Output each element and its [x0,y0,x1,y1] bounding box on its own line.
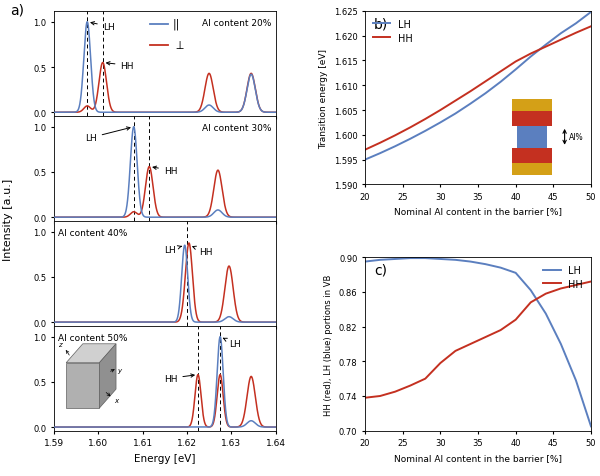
Text: b): b) [374,17,388,31]
HH [467,341,474,347]
Text: HH: HH [153,166,178,175]
LH [587,424,595,429]
LH [512,270,519,276]
LH [376,258,383,263]
HH [407,383,414,388]
Text: LH: LH [85,128,130,143]
Text: ||: || [173,19,180,30]
HH [527,300,535,306]
HH [361,395,368,401]
HH [376,140,383,146]
X-axis label: Nominal Al content in the barrier [%]: Nominal Al content in the barrier [%] [394,207,562,216]
Text: Al content 40%: Al content 40% [58,228,128,238]
LH [587,10,595,16]
X-axis label: Nominal Al content in the barrier [%]: Nominal Al content in the barrier [%] [394,453,562,462]
LH [437,257,444,262]
Text: c): c) [374,263,387,277]
HH [512,317,519,323]
LH [497,80,504,86]
HH [437,108,444,114]
HH [557,286,565,292]
LH [392,144,399,150]
LH [407,256,414,261]
LH [467,259,474,265]
LH [572,21,580,27]
LH [452,258,459,263]
HH [482,335,489,340]
Line: LH: LH [365,258,591,426]
HH [452,99,459,104]
HH [557,38,565,43]
Line: LH: LH [365,13,591,160]
Text: HH: HH [193,247,213,257]
Line: HH: HH [365,27,591,150]
LH [407,137,414,142]
Text: Al content 30%: Al content 30% [202,124,271,133]
Text: LH: LH [91,22,115,32]
LH [392,257,399,262]
HH [482,79,489,85]
Legend: LH, HH: LH, HH [540,263,586,292]
HH [422,376,429,382]
Text: Intensity [a.u.]: Intensity [a.u.] [3,178,13,260]
LH [512,68,519,73]
Y-axis label: Transition energy [eV]: Transition energy [eV] [319,49,328,149]
Line: HH: HH [365,282,591,398]
Text: HH: HH [107,61,134,70]
Text: Al content 50%: Al content 50% [58,333,128,342]
LH [557,31,565,37]
LH [482,91,489,97]
Text: Al content 20%: Al content 20% [202,19,271,28]
LH [422,129,429,134]
HH [376,393,383,399]
HH [497,327,504,333]
LH [497,265,504,271]
LH [452,111,459,117]
HH [587,279,595,285]
HH [512,60,519,65]
HH [572,31,580,37]
LH [572,378,580,384]
HH [392,133,399,139]
HH [467,89,474,95]
LH [361,259,368,265]
HH [452,348,459,354]
HH [572,283,580,288]
LH [437,120,444,126]
HH [497,69,504,75]
Text: LH: LH [223,338,241,348]
Y-axis label: HH (red), LH (blue) portions in VB: HH (red), LH (blue) portions in VB [324,274,333,415]
HH [361,148,368,153]
LH [527,55,535,60]
HH [527,51,535,57]
LH [557,341,565,347]
LH [361,158,368,163]
X-axis label: Energy [eV]: Energy [eV] [134,453,196,463]
LH [527,288,535,293]
Text: HH: HH [164,374,194,383]
LH [542,43,550,49]
Legend: LH, HH: LH, HH [370,17,416,47]
LH [542,311,550,317]
LH [422,256,429,261]
HH [422,117,429,122]
HH [542,45,550,50]
LH [482,262,489,268]
HH [437,360,444,366]
Text: LH: LH [164,246,181,255]
HH [392,389,399,395]
Text: a): a) [10,3,23,18]
HH [407,125,414,131]
HH [542,291,550,297]
HH [587,24,595,30]
LH [376,151,383,157]
LH [467,101,474,107]
Text: $\perp$: $\perp$ [173,39,184,52]
